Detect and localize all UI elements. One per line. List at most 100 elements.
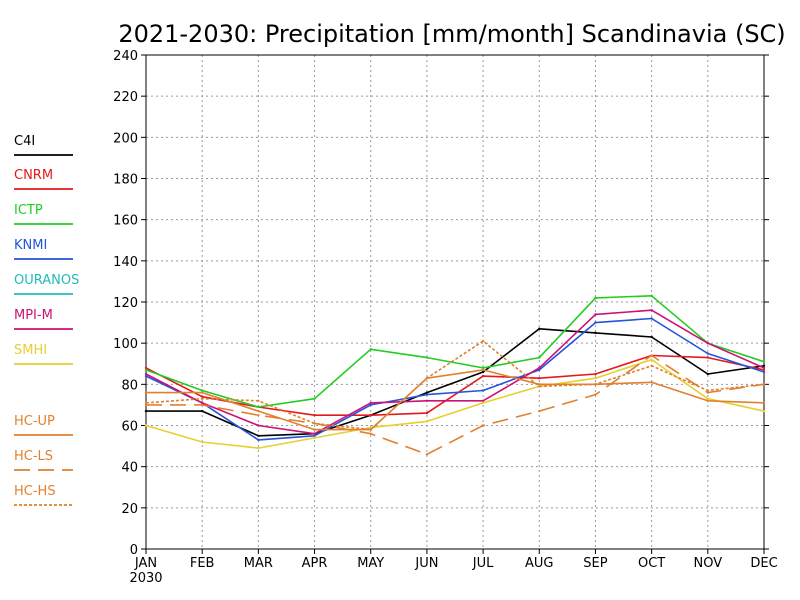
data-point-cnrm: [594, 372, 597, 376]
data-point-c4i: [538, 327, 541, 330]
data-point-knmi: [144, 374, 148, 378]
data-point-c4i: [144, 409, 148, 413]
data-point-mpi-m: [706, 341, 710, 345]
data-point-knmi: [594, 321, 597, 324]
data-point-hc-hs: [481, 339, 485, 343]
legend-label-c4i: C4I: [14, 134, 35, 149]
data-point-hc-ls: [650, 354, 653, 357]
y-tick-label: 240: [113, 49, 138, 64]
data-point-c4i: [257, 434, 260, 437]
data-point-smhi: [200, 440, 204, 444]
series-line-mpi-m: [145, 309, 765, 435]
data-point-ictp: [425, 356, 429, 359]
data-point-mpi-m: [200, 401, 204, 405]
data-point-ictp: [538, 356, 541, 359]
data-point-hc-up: [481, 368, 485, 372]
series-layer: [144, 294, 766, 456]
data-point-c4i: [706, 372, 710, 376]
x-year-label: 2030: [129, 571, 162, 586]
data-point-hc-ls: [706, 391, 710, 394]
data-point-hc-up: [200, 391, 204, 394]
data-point-ictp: [481, 366, 485, 370]
legend-label-smhi: SMHI: [14, 343, 47, 358]
data-point-hc-hs: [594, 383, 597, 386]
data-point-ictp: [144, 368, 148, 372]
data-point-smhi: [144, 424, 148, 427]
y-tick-label: 140: [113, 255, 138, 270]
data-point-smhi: [257, 446, 260, 450]
data-point-hc-ls: [257, 414, 260, 417]
data-point-hc-ls: [144, 403, 148, 407]
data-point-knmi: [762, 370, 766, 374]
x-tick-label: OCT: [638, 556, 665, 571]
data-point-hc-up: [650, 381, 653, 384]
y-tick-label: 0: [130, 543, 138, 558]
data-point-cnrm: [313, 414, 316, 417]
axis-layer: 0 20 40 60 80 100 120 140 160 180 200 220 240 JAN FEB M…: [113, 49, 777, 586]
data-point-ictp: [762, 360, 766, 363]
y-tick-label: 220: [113, 90, 138, 105]
y-tick-label: 40: [121, 461, 138, 476]
legend-label-ictp: ICTP: [14, 203, 43, 218]
data-point-hc-hs: [313, 422, 316, 425]
data-point-hc-ls: [369, 432, 372, 435]
legend-label-hc-hs: HC-HS: [14, 484, 56, 499]
legend: C4I CNRM ICTP KNMI OURANOS MPI-M SMHI HC-UP HC-L…: [14, 134, 79, 506]
data-point-mpi-m: [425, 399, 429, 402]
data-point-smhi: [762, 409, 766, 413]
data-point-mpi-m: [650, 309, 653, 312]
y-tick-label: 160: [113, 214, 138, 229]
series-line-ictp: [145, 294, 765, 408]
series-line-cnrm: [145, 354, 765, 417]
data-point-smhi: [594, 376, 597, 380]
data-point-cnrm: [369, 414, 372, 417]
series-line-hc-hs: [145, 340, 765, 431]
series-line-knmi: [145, 317, 765, 441]
data-point-hc-ls: [425, 453, 429, 456]
data-point-hc-ls: [538, 409, 541, 413]
data-point-cnrm: [144, 366, 148, 370]
data-point-hc-hs: [200, 397, 204, 400]
data-point-mpi-m: [257, 424, 260, 427]
data-point-hc-ls: [481, 424, 485, 427]
data-point-mpi-m: [538, 366, 541, 370]
data-point-hc-hs: [369, 428, 372, 431]
x-tick-label: FEB: [190, 556, 215, 571]
data-point-knmi: [706, 352, 710, 355]
data-point-hc-ls: [200, 403, 204, 407]
x-tick-label: MAY: [357, 556, 384, 571]
y-tick-label: 100: [113, 337, 138, 352]
data-point-mpi-m: [369, 401, 372, 405]
data-point-ictp: [594, 296, 597, 300]
legend-label-mpi-m: MPI-M: [14, 308, 53, 323]
chart-title: 2021-2030: Precipitation [mm/month] Scan…: [118, 20, 785, 48]
data-point-ictp: [313, 397, 316, 400]
series-line-smhi: [145, 358, 765, 449]
data-point-mpi-m: [481, 399, 485, 402]
data-point-hc-hs: [762, 383, 766, 386]
data-point-c4i: [425, 391, 429, 394]
data-point-knmi: [257, 438, 260, 442]
legend-label-hc-ls: HC-LS: [14, 449, 53, 464]
data-point-hc-up: [706, 399, 710, 402]
x-tick-label: JUL: [472, 556, 494, 571]
data-point-ictp: [650, 294, 653, 298]
data-point-ictp: [257, 405, 260, 409]
x-tick-label: JUN: [414, 556, 438, 571]
data-point-cnrm: [200, 395, 204, 398]
x-tick-label: AUG: [525, 556, 553, 571]
data-point-knmi: [425, 393, 429, 396]
data-point-mpi-m: [313, 432, 316, 435]
data-point-smhi: [706, 397, 710, 400]
data-point-hc-ls: [594, 393, 597, 396]
series-line-c4i: [146, 327, 765, 437]
data-point-smhi: [425, 420, 429, 423]
data-point-mpi-m: [762, 366, 766, 370]
grid-layer: [146, 55, 764, 549]
data-point-hc-up: [257, 409, 260, 413]
data-point-hc-hs: [650, 364, 653, 368]
data-point-knmi: [481, 389, 485, 392]
data-point-smhi: [650, 358, 653, 361]
data-point-ictp: [369, 348, 372, 351]
